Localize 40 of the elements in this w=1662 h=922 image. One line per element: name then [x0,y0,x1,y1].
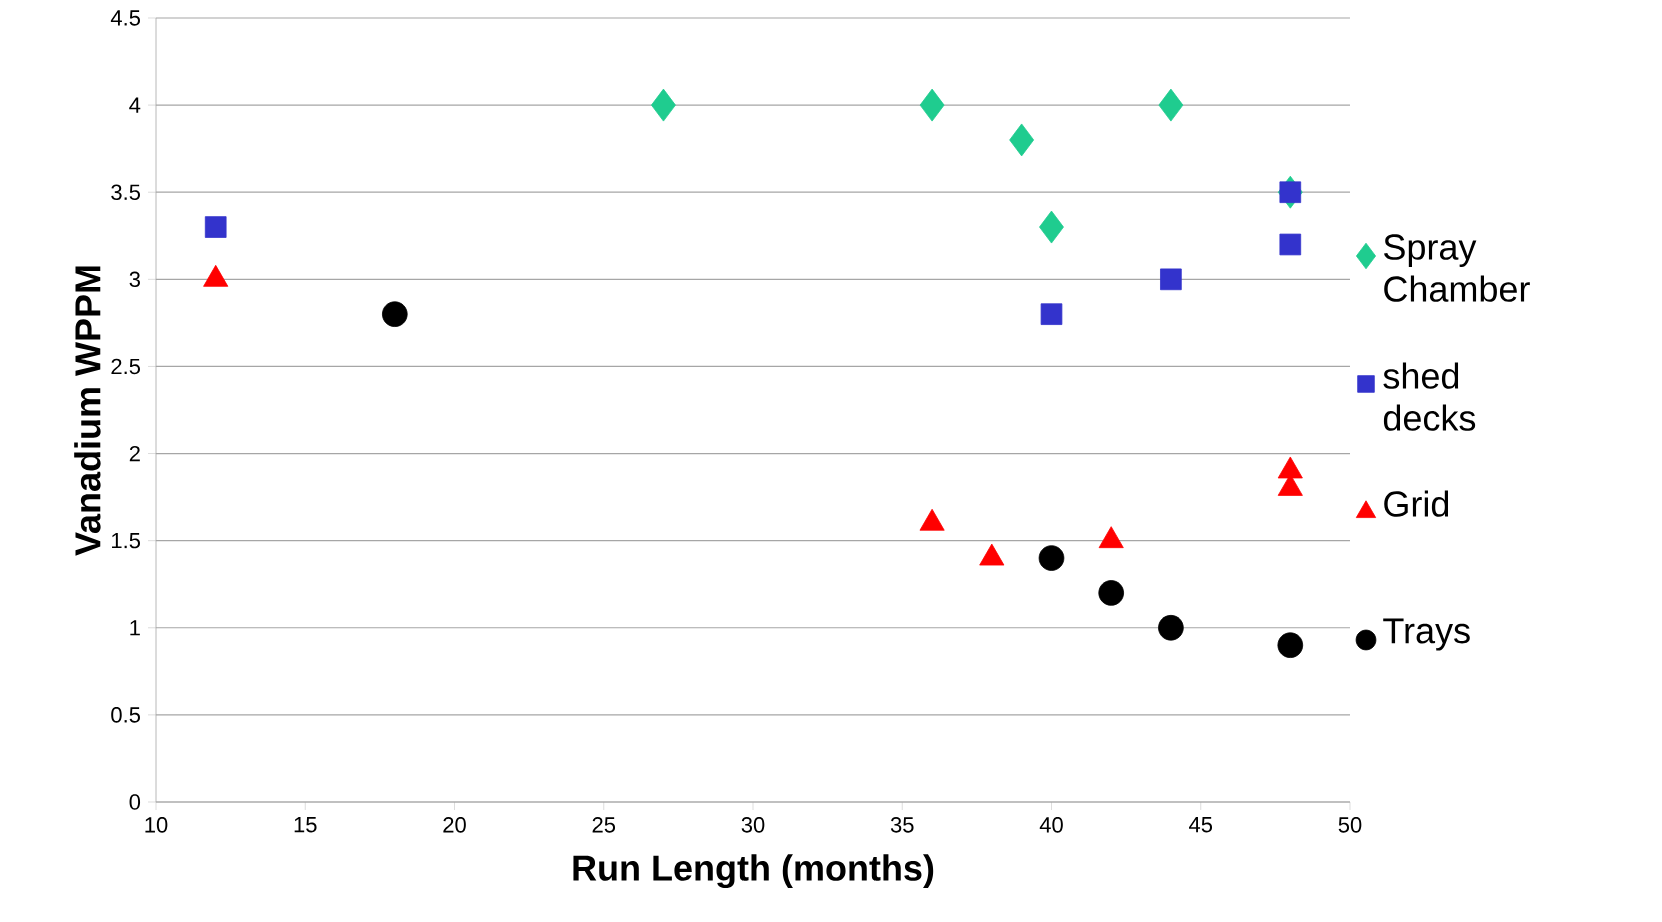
y-tick-label: 4 [129,97,141,113]
y-tick-label: 2.5 [111,358,140,375]
point [1158,88,1184,122]
point [1038,545,1065,571]
y-tick-label: 3 [129,271,140,288]
point [204,216,227,238]
point [1277,632,1304,658]
legend-label: Grid [1384,490,1449,517]
x-tick-label: 25 [592,817,616,833]
y-tick-label: 1 [130,620,140,636]
x-tick-label: 15 [294,817,317,833]
point [919,88,945,122]
x-tick-label: 45 [1189,817,1213,833]
point [1039,210,1064,244]
x-tick-label: 10 [145,817,168,833]
point [651,88,676,122]
x-tick-label: 50 [1338,817,1362,833]
y-tick-label: 2 [129,445,140,462]
y-tick-label: 1.5 [112,533,140,549]
point [1279,181,1302,204]
point [1040,303,1063,325]
x-tick-label: 20 [443,817,466,833]
legend-label: Spray Chamber [1384,234,1530,302]
legend-label: Trays [1383,618,1470,651]
y-tick-label: 4.5 [110,10,140,26]
y-axis-title: Vanadium WPPM [74,266,101,556]
y-tick-label: 3.5 [111,184,140,201]
x-tick-label: 40 [1039,817,1063,833]
point [1009,123,1035,157]
point [382,301,408,327]
x-axis-title: Run Length (months) [573,854,934,889]
point [1158,614,1184,641]
x-tick-label: 30 [741,817,765,833]
y-tick-label: 0.5 [111,707,140,723]
legend-label: shed decks [1383,362,1476,431]
y-tick-label: 0 [129,794,141,810]
point [1098,580,1124,606]
point [1160,268,1182,291]
x-tick-label: 35 [890,817,914,833]
point [1279,233,1302,256]
